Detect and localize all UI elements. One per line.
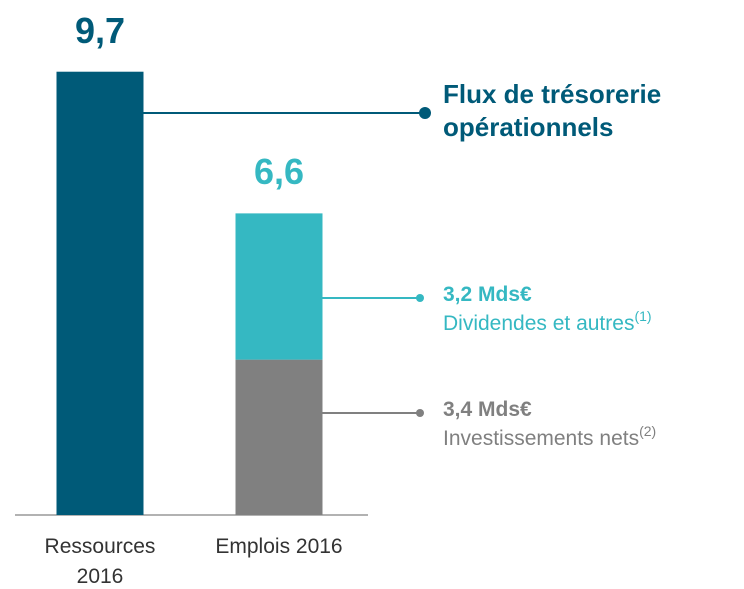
series-label: Flux de trésorerie opérationnels	[443, 78, 733, 143]
bar-segment	[56, 71, 144, 516]
x-tick-label: Emplois 2016	[215, 535, 343, 558]
series-label: 3,4 Mds€ Investissements nets(2)	[443, 397, 733, 453]
value-label: 3,4 Mds€	[443, 398, 532, 421]
legend-label: Investissements nets	[443, 427, 640, 451]
bar-segment	[235, 359, 323, 515]
value-label: 3,2 Mds€	[443, 283, 532, 306]
x-tick-label: Ressources 2016	[44, 535, 156, 588]
connector-dot	[419, 107, 431, 119]
footnote: (1)	[634, 308, 652, 325]
footnote: (2)	[639, 423, 657, 440]
connector-dot	[416, 409, 424, 417]
total-label: 6,6	[253, 151, 305, 193]
bar-segment	[235, 213, 323, 360]
series-label: 3,2 Mds€ Dividendes et autres(1)	[443, 282, 733, 338]
legend-label: Dividendes et autres	[443, 312, 635, 336]
legend-label: Flux de trésorerie opérationnels	[443, 79, 662, 142]
connector-dot	[416, 294, 424, 302]
total-label: 9,7	[74, 9, 126, 51]
